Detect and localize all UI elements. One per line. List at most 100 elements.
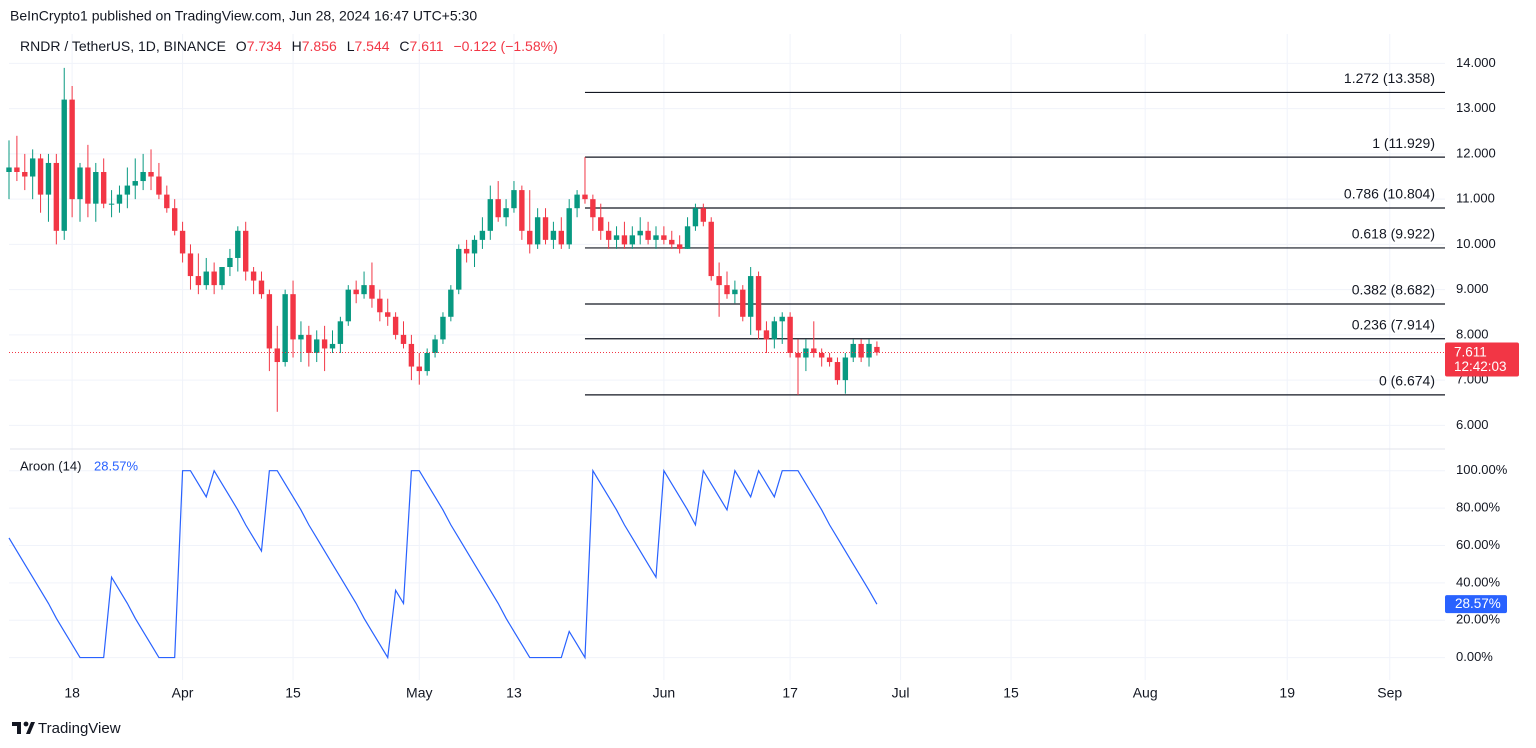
- y-tick-label: 8.000: [1456, 326, 1489, 341]
- legend-high: 7.856: [302, 38, 337, 54]
- candle-body: [550, 230, 557, 240]
- candle-body: [69, 99, 75, 200]
- candle-body: [527, 230, 533, 245]
- candle-body: [613, 235, 620, 240]
- candle-body: [392, 316, 399, 335]
- header: BeInCrypto1 published on TradingView.com…: [10, 8, 477, 24]
- candle-body: [755, 276, 762, 331]
- x-tick-label: Sep: [1377, 685, 1402, 701]
- candle-body: [258, 280, 265, 295]
- aroon-tick-label: 100.00%: [1456, 462, 1508, 477]
- logo: [12, 721, 35, 734]
- fib-label: 1.272 (13.358): [1344, 70, 1435, 86]
- candle-body: [77, 167, 83, 200]
- legend: RNDR / TetherUS, 1D, BINANCE O7.734 H7.8…: [20, 38, 558, 54]
- candle-body: [179, 230, 186, 254]
- logo-stem: [17, 722, 21, 734]
- logo-bar: [12, 722, 21, 726]
- candle-body: [345, 289, 351, 322]
- candle-body: [37, 158, 44, 195]
- candle-body: [440, 316, 446, 340]
- candle-body: [724, 285, 730, 295]
- candle-body: [243, 230, 249, 272]
- candle-body: [456, 248, 462, 290]
- candle-body: [22, 172, 28, 177]
- candle-body: [684, 226, 691, 249]
- y-tick-label: 10.000: [1456, 236, 1496, 251]
- price-tag: [1445, 342, 1519, 377]
- legend-key: H: [292, 38, 302, 54]
- candle-body: [598, 217, 604, 231]
- candle-body: [140, 172, 146, 182]
- candle-body: [321, 339, 328, 349]
- symbol: RNDR / TetherUS, 1D, BINANCE: [20, 38, 226, 54]
- aroon-tick-label: 40.00%: [1456, 574, 1501, 589]
- candle-body: [637, 230, 643, 236]
- candle-body: [369, 285, 375, 299]
- candle-body: [203, 271, 209, 286]
- candle-body: [377, 298, 383, 313]
- candle-body: [503, 208, 509, 218]
- y-tick-label: 13.000: [1456, 100, 1496, 115]
- candle-body: [416, 366, 422, 372]
- y-tick-label: 12.000: [1456, 145, 1496, 160]
- candle-body: [274, 348, 280, 363]
- candle-body: [290, 294, 296, 340]
- candle-body: [803, 348, 809, 358]
- candle-body: [85, 167, 91, 204]
- candle-body: [479, 230, 486, 240]
- candle-body: [590, 199, 596, 218]
- legend-key: O: [236, 38, 247, 54]
- candle-body: [156, 176, 162, 195]
- candle-body: [747, 276, 754, 317]
- candle-body: [266, 294, 273, 349]
- candle-body: [195, 276, 202, 286]
- candle-body: [740, 289, 746, 317]
- candle-body: [306, 334, 312, 353]
- candle-body: [542, 217, 549, 240]
- candle-body: [471, 239, 478, 254]
- candle-body: [621, 235, 628, 245]
- candle-body: [676, 244, 683, 249]
- x-tick-label: Jul: [892, 685, 910, 701]
- candle-body: [566, 208, 572, 245]
- candle-body: [211, 271, 217, 286]
- candle-body: [629, 235, 636, 245]
- candle-body: [874, 346, 880, 353]
- aroon-tag: [1445, 595, 1507, 614]
- aroon-line: [8, 468, 878, 660]
- y-tick-label: 9.000: [1456, 281, 1489, 296]
- candle-body: [771, 321, 778, 340]
- candle-body: [811, 348, 817, 353]
- candle-body: [250, 271, 257, 281]
- x-tick-label: 17: [782, 685, 798, 701]
- candle-body: [700, 208, 707, 222]
- legend-low: 7.544: [354, 38, 389, 54]
- aroon-tick-label: 60.00%: [1456, 537, 1501, 552]
- candle-body: [29, 158, 36, 177]
- candle-body: [708, 221, 714, 277]
- candle-body: [314, 339, 320, 353]
- candle-body: [61, 99, 67, 231]
- candle-body: [53, 162, 60, 231]
- candle-body: [763, 330, 770, 340]
- grid-layer: [9, 34, 1445, 680]
- candle-body: [818, 352, 825, 358]
- aroon-tag-value: 28.57%: [1455, 596, 1501, 611]
- candle-body: [511, 190, 517, 209]
- candle-body: [100, 172, 107, 204]
- aroon-name: Aroon (14): [20, 458, 81, 473]
- legend-key: C: [399, 38, 409, 54]
- candle-body: [779, 316, 785, 322]
- candle-body: [235, 230, 241, 258]
- y-tick-label: 6.000: [1456, 417, 1489, 432]
- candle-body: [353, 289, 359, 295]
- candle-body: [487, 199, 493, 231]
- fib-label: 1 (11.929): [1372, 135, 1435, 151]
- candle-body: [834, 362, 841, 381]
- candle-body: [124, 185, 131, 195]
- candle-body: [661, 235, 667, 240]
- x-tick-label: 13: [506, 685, 522, 701]
- candle-body: [171, 208, 178, 231]
- candle-body: [14, 167, 20, 172]
